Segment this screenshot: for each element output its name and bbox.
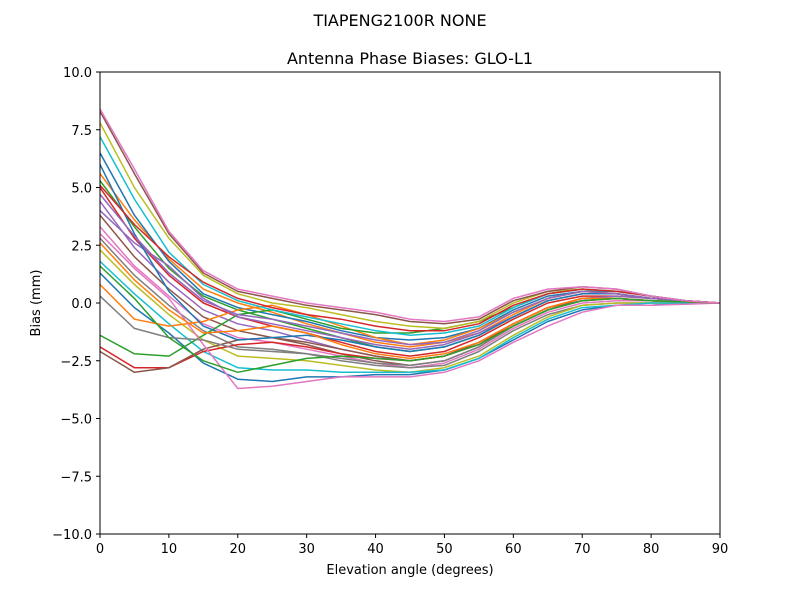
x-tick-label: 10 [161, 542, 178, 557]
y-tick-label: 2.5 [71, 239, 92, 254]
x-tick-label: 70 [574, 542, 591, 557]
x-tick-label: 50 [436, 542, 453, 557]
y-tick-label: 7.5 [71, 124, 92, 139]
x-tick-label: 40 [367, 542, 384, 557]
chart-title: Antenna Phase Biases: GLO-L1 [287, 49, 533, 68]
series-line-19 [100, 122, 720, 330]
series-line-24 [100, 184, 720, 332]
suptitle: TIAPENG2100R NONE [312, 11, 486, 30]
y-tick-label: −2.5 [60, 355, 92, 370]
y-axis: −10.0 −7.5 −5.0 −2.5 0.0 2.5 5.0 7.5 10.0 [52, 66, 100, 543]
series-line-11 [100, 152, 720, 341]
x-tick-label: 90 [712, 542, 729, 557]
series-line-23 [100, 265, 720, 374]
y-axis-label: Bias (mm) [29, 270, 44, 337]
y-tick-label: −10.0 [52, 528, 92, 543]
y-tick-label: 5.0 [71, 182, 92, 197]
series-line-25 [100, 193, 720, 346]
x-tick-label: 30 [298, 542, 315, 557]
x-axis: 0 10 20 30 40 50 60 70 80 90 [96, 534, 728, 557]
series-line-27 [100, 108, 720, 323]
x-tick-label: 80 [643, 542, 660, 557]
x-tick-label: 20 [230, 542, 247, 557]
series-line-17 [100, 233, 720, 390]
x-axis-label: Elevation angle (degrees) [326, 563, 493, 578]
y-tick-label: 10.0 [63, 66, 92, 81]
x-tick-label: 0 [96, 542, 104, 557]
y-tick-label: −5.0 [60, 413, 92, 428]
x-tick-label: 60 [505, 542, 522, 557]
y-tick-label: −7.5 [60, 470, 92, 485]
series-group [100, 108, 720, 390]
y-tick-label: 0.0 [71, 297, 92, 312]
